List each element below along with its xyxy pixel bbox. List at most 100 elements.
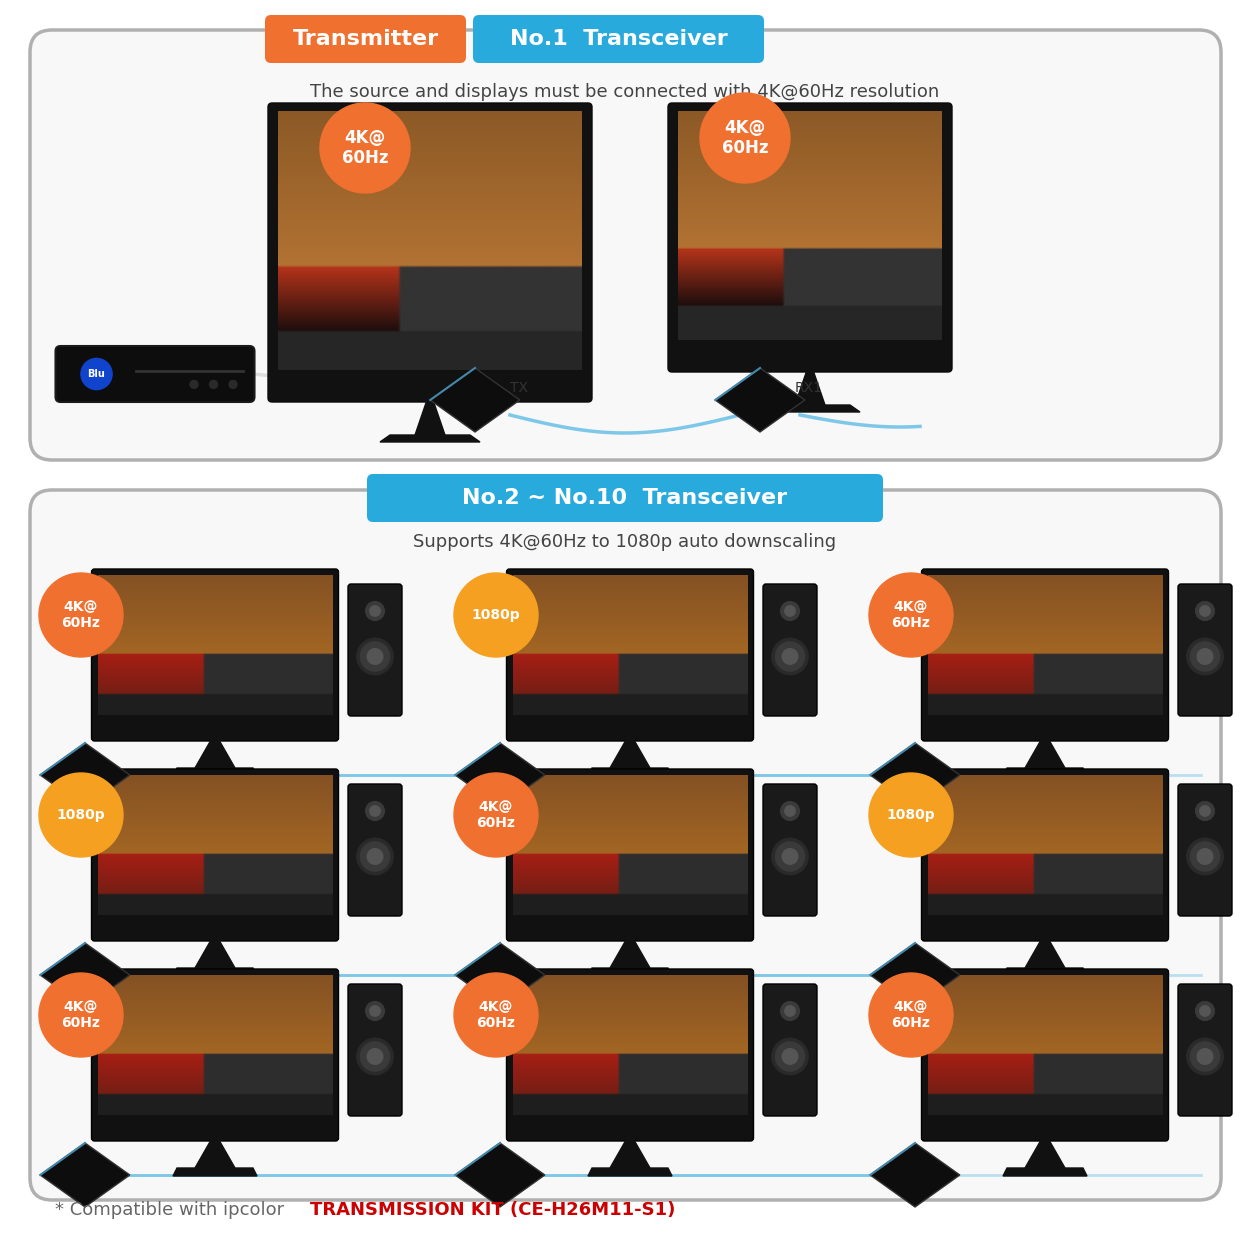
FancyBboxPatch shape (348, 584, 402, 716)
Circle shape (360, 842, 389, 871)
FancyBboxPatch shape (668, 103, 952, 372)
Circle shape (357, 1038, 393, 1075)
Text: 1080p: 1080p (887, 808, 936, 822)
Polygon shape (794, 370, 824, 405)
Text: 1080p: 1080p (56, 808, 105, 822)
Text: 1080p: 1080p (472, 608, 520, 622)
Circle shape (772, 838, 808, 874)
Circle shape (869, 773, 953, 857)
Circle shape (39, 973, 123, 1057)
Circle shape (1191, 1042, 1220, 1071)
Text: TX: TX (510, 382, 528, 395)
FancyBboxPatch shape (30, 30, 1221, 460)
FancyBboxPatch shape (763, 985, 817, 1116)
Circle shape (1187, 638, 1223, 674)
Circle shape (784, 605, 796, 617)
Circle shape (1200, 605, 1210, 617)
Circle shape (454, 773, 538, 857)
Polygon shape (415, 400, 445, 435)
Polygon shape (455, 743, 544, 807)
Polygon shape (610, 1140, 651, 1168)
Circle shape (320, 103, 410, 193)
Polygon shape (610, 940, 651, 968)
Text: 4K@
60Hz: 4K@ 60Hz (477, 799, 515, 831)
Polygon shape (430, 368, 520, 432)
FancyBboxPatch shape (763, 784, 817, 916)
Polygon shape (588, 768, 672, 776)
Polygon shape (610, 741, 651, 768)
Polygon shape (173, 768, 256, 776)
Circle shape (782, 1048, 798, 1065)
FancyBboxPatch shape (30, 490, 1221, 1200)
Polygon shape (40, 943, 130, 1007)
Circle shape (360, 1042, 389, 1071)
Text: * Compatible with ipcolor: * Compatible with ipcolor (55, 1201, 290, 1218)
Circle shape (776, 1042, 804, 1071)
Polygon shape (588, 968, 672, 976)
Polygon shape (173, 968, 256, 976)
Circle shape (368, 848, 383, 864)
Polygon shape (380, 435, 480, 442)
Polygon shape (761, 405, 859, 412)
Circle shape (190, 380, 198, 388)
Text: No.2 ~ No.10  Transceiver: No.2 ~ No.10 Transceiver (463, 488, 788, 508)
Polygon shape (1003, 1168, 1087, 1176)
FancyBboxPatch shape (1178, 985, 1232, 1116)
Circle shape (1197, 1048, 1212, 1065)
Text: Blu: Blu (88, 369, 105, 379)
Circle shape (776, 842, 804, 871)
Polygon shape (40, 1143, 130, 1207)
Circle shape (365, 1002, 384, 1021)
Polygon shape (1025, 940, 1065, 968)
Polygon shape (40, 743, 130, 807)
FancyBboxPatch shape (348, 985, 402, 1116)
FancyBboxPatch shape (922, 970, 1168, 1141)
Circle shape (781, 1002, 799, 1021)
FancyBboxPatch shape (91, 569, 339, 741)
Polygon shape (173, 1168, 256, 1176)
Circle shape (1200, 806, 1210, 816)
Circle shape (1191, 842, 1220, 871)
Circle shape (1196, 1002, 1215, 1021)
Text: RX1: RX1 (794, 382, 823, 395)
Circle shape (357, 838, 393, 874)
Circle shape (370, 605, 380, 617)
Polygon shape (195, 741, 235, 768)
Circle shape (772, 638, 808, 674)
Polygon shape (195, 940, 235, 968)
Text: TRANSMISSION KIT (CE-H26M11-S1): TRANSMISSION KIT (CE-H26M11-S1) (310, 1201, 676, 1218)
Circle shape (776, 642, 804, 671)
Circle shape (1196, 802, 1215, 821)
FancyBboxPatch shape (507, 970, 753, 1141)
Text: 4K@
60Hz: 4K@ 60Hz (722, 119, 768, 158)
FancyBboxPatch shape (922, 769, 1168, 941)
Circle shape (368, 1048, 383, 1065)
Circle shape (784, 1006, 796, 1016)
Circle shape (454, 973, 538, 1057)
Circle shape (360, 642, 389, 671)
Circle shape (365, 802, 384, 821)
Polygon shape (588, 1168, 672, 1176)
Polygon shape (1025, 741, 1065, 768)
Text: 4K@
60Hz: 4K@ 60Hz (61, 1000, 100, 1030)
Circle shape (454, 573, 538, 657)
Polygon shape (455, 943, 544, 1007)
Polygon shape (871, 943, 960, 1007)
Text: 4K@
60Hz: 4K@ 60Hz (892, 1000, 931, 1030)
Circle shape (1187, 1038, 1223, 1075)
Polygon shape (1003, 768, 1087, 776)
Circle shape (772, 1038, 808, 1075)
FancyBboxPatch shape (1178, 784, 1232, 916)
Circle shape (370, 806, 380, 816)
Circle shape (368, 649, 383, 664)
Circle shape (784, 806, 796, 816)
Circle shape (357, 638, 393, 674)
Text: 4K@
60Hz: 4K@ 60Hz (477, 1000, 515, 1030)
FancyBboxPatch shape (265, 15, 467, 63)
FancyBboxPatch shape (922, 569, 1168, 741)
FancyBboxPatch shape (348, 784, 402, 916)
FancyBboxPatch shape (507, 569, 753, 741)
Circle shape (39, 773, 123, 857)
Circle shape (701, 93, 789, 183)
FancyBboxPatch shape (763, 584, 817, 716)
